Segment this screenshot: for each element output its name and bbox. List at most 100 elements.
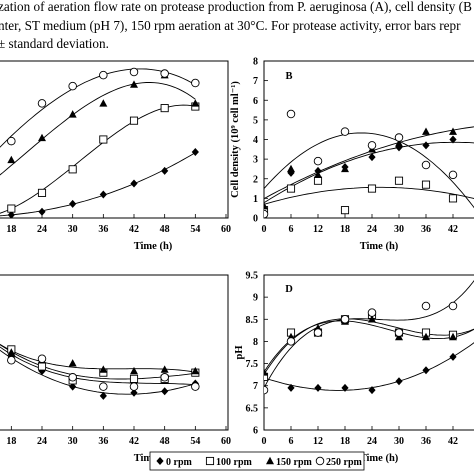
y-tick-label: 7 xyxy=(253,381,258,392)
y-tick-label: 6.5 xyxy=(246,403,259,414)
data-point-circle xyxy=(37,99,47,108)
legend-marker-circle xyxy=(315,456,325,466)
legend-marker-diamond xyxy=(156,457,164,465)
x-tick-label: 60 xyxy=(221,436,231,447)
x-tick-label: 6 xyxy=(289,224,294,235)
data-point-diamond xyxy=(314,383,322,392)
x-tick-label: 24 xyxy=(367,224,377,235)
data-point-circle xyxy=(421,301,431,311)
x-tick-label: 30 xyxy=(68,436,78,447)
x-tick-label: 12 xyxy=(313,224,323,235)
data-point-circle xyxy=(313,156,323,166)
data-point-square xyxy=(37,188,47,197)
data-point-circle xyxy=(394,328,404,337)
data-point-diamond xyxy=(99,190,107,199)
data-point-circle xyxy=(367,308,377,317)
data-point-circle xyxy=(7,356,16,365)
x-tick-label: 48 xyxy=(160,436,170,447)
x-tick-label: 24 xyxy=(37,436,47,447)
x-tick-label: 48 xyxy=(160,224,170,235)
data-point-triangle xyxy=(422,332,430,341)
data-point-circle xyxy=(160,373,169,382)
data-point-circle xyxy=(313,328,323,337)
x-tick-label: 42 xyxy=(129,224,139,235)
x-axis-label: Time (h) xyxy=(134,241,173,252)
x-tick-label: 30 xyxy=(394,224,404,235)
x-tick-label: 24 xyxy=(367,436,377,447)
legend-label: 100 rpm xyxy=(216,457,253,468)
data-point-circle xyxy=(191,78,200,88)
data-point-circle xyxy=(68,81,77,91)
caption-line-1: zation of aeration flow rate on protease… xyxy=(0,0,472,14)
data-point-circle xyxy=(7,136,16,146)
data-point-circle xyxy=(191,382,200,391)
trend-line xyxy=(264,280,474,389)
data-point-square xyxy=(129,116,139,125)
y-tick-label: 8 xyxy=(253,337,258,348)
y-axis-label: Cell density (10⁹ cell ml⁻¹) xyxy=(230,81,241,198)
data-point-circle xyxy=(421,160,431,170)
data-point-square xyxy=(37,362,47,371)
plot-area xyxy=(264,109,474,218)
data-point-square xyxy=(448,194,458,203)
x-tick-label: 18 xyxy=(340,224,350,235)
x-tick-label: 30 xyxy=(68,224,78,235)
legend-marker-square xyxy=(205,456,215,466)
data-point-square xyxy=(264,372,269,381)
trend-line xyxy=(0,82,196,176)
data-point-square xyxy=(7,204,16,213)
data-point-triangle xyxy=(160,365,169,373)
data-point-diamond xyxy=(191,148,199,157)
y-tick-label: 6 xyxy=(253,426,258,437)
data-point-square xyxy=(367,184,377,193)
y-tick-label: 5 xyxy=(253,115,258,126)
plot-frame xyxy=(0,60,229,219)
x-tick-label: 18 xyxy=(6,224,16,235)
legend: 0 rpm 100 rpm 150 rpm 250 rpm xyxy=(149,451,365,471)
data-point-circle xyxy=(448,170,458,180)
data-point-circle xyxy=(264,385,269,395)
panel-c: 121824303642485460Time (h) xyxy=(0,274,231,464)
data-point-square xyxy=(129,374,139,383)
plot-area xyxy=(264,280,474,395)
trend-line xyxy=(0,343,196,373)
data-point-diamond xyxy=(130,388,138,397)
data-point-diamond xyxy=(161,387,169,396)
data-point-square xyxy=(340,206,350,215)
panel-letter: D xyxy=(285,284,293,295)
plot-frame xyxy=(263,274,474,431)
x-tick-label: 36 xyxy=(421,224,431,235)
y-tick-label: 6 xyxy=(253,96,258,107)
x-tick-label: 18 xyxy=(340,436,350,447)
data-point-circle xyxy=(286,337,296,346)
data-point-diamond xyxy=(449,135,457,144)
x-tick-label: 42 xyxy=(448,224,458,235)
y-tick-label: 9 xyxy=(253,293,258,304)
data-point-circle xyxy=(286,109,296,119)
caption-line-2: nter, ST medium (pH 7), 150 rpm aeration… xyxy=(0,18,461,33)
x-tick-label: 36 xyxy=(98,436,108,447)
x-tick-label: 36 xyxy=(421,436,431,447)
data-point-triangle xyxy=(341,164,349,173)
data-point-diamond xyxy=(69,382,77,391)
figure-caption: zation of aeration flow rate on protease… xyxy=(0,0,474,56)
plot-frame xyxy=(0,274,229,431)
legend-label: 0 rpm xyxy=(166,457,193,468)
data-point-diamond xyxy=(7,210,15,218)
y-tick-label: 0 xyxy=(253,214,258,225)
data-point-circle xyxy=(340,127,350,136)
data-point-triangle xyxy=(287,164,295,173)
data-point-triangle xyxy=(264,202,268,210)
data-point-circle xyxy=(448,301,458,311)
data-point-diamond xyxy=(38,207,46,216)
plot-area xyxy=(0,67,200,218)
x-tick-label: 6 xyxy=(289,436,294,447)
trend-line xyxy=(264,318,474,375)
trend-line xyxy=(264,342,474,391)
x-tick-label: 0 xyxy=(262,436,267,447)
x-tick-label: 12 xyxy=(313,436,323,447)
legend-box xyxy=(149,451,365,471)
x-tick-label: 36 xyxy=(98,224,108,235)
